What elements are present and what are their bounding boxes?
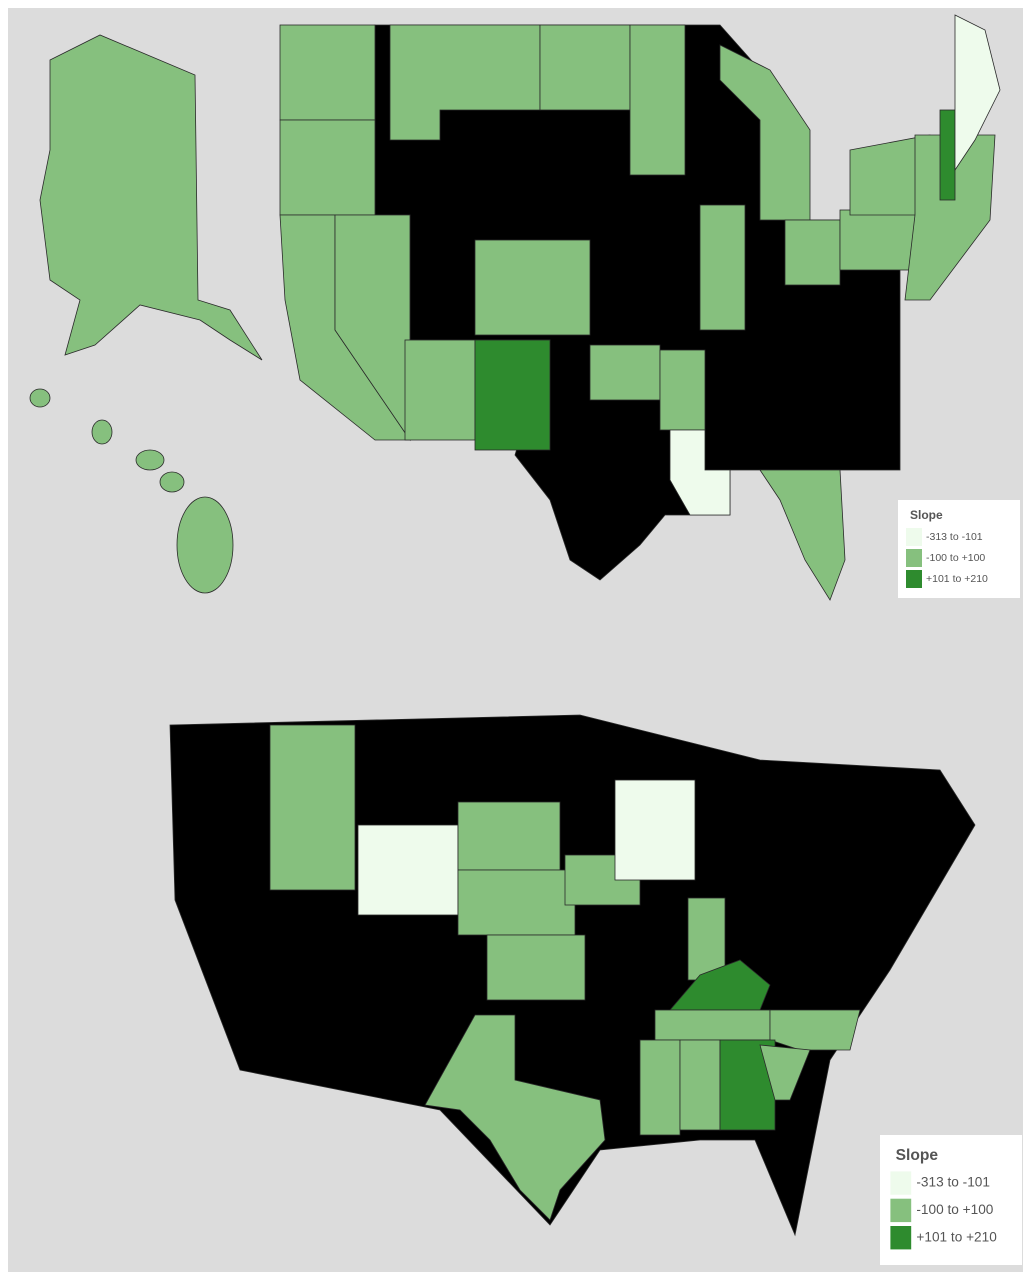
state (954, 14, 1001, 172)
state (539, 24, 631, 111)
hawaii-island (91, 419, 113, 445)
state (269, 724, 356, 891)
state (457, 801, 561, 871)
state (614, 779, 696, 881)
state (629, 24, 686, 176)
state (759, 1044, 811, 1101)
state (784, 219, 841, 286)
legend: Slope -313 to -101 -100 to +100 +101 to +21… (880, 1135, 1022, 1265)
hawaii-island (159, 471, 185, 493)
legend-label: -313 to -101 (926, 531, 983, 543)
map-bottom (169, 714, 976, 1237)
legend: Slope -313 to -101 -100 to +100 +101 to +21… (898, 500, 1020, 598)
state (669, 429, 731, 516)
state (904, 134, 996, 301)
legend-swatch (890, 1226, 912, 1250)
state (474, 239, 591, 336)
map-top (29, 14, 1001, 601)
legend-swatch (890, 1171, 912, 1195)
state (486, 934, 586, 1001)
state (404, 339, 476, 441)
alaska (39, 34, 263, 361)
legend-label: -313 to -101 (916, 1175, 990, 1190)
state (457, 869, 576, 936)
state (639, 1039, 681, 1136)
state (769, 1009, 861, 1051)
state (679, 1039, 721, 1131)
legend-swatch (906, 528, 922, 546)
legend-swatch (906, 570, 922, 588)
state (357, 824, 459, 916)
state (839, 209, 916, 271)
state (699, 204, 746, 331)
state (759, 469, 846, 601)
legend-swatch (906, 549, 922, 567)
legend-label: +101 to +210 (916, 1229, 997, 1244)
state (589, 344, 661, 401)
hawaii-island (135, 449, 165, 471)
state (279, 24, 376, 121)
legend-title: Slope (910, 508, 943, 522)
state (424, 1014, 606, 1221)
hawaii-island (176, 496, 234, 594)
legend-label: -100 to +100 (916, 1202, 993, 1217)
state (659, 349, 706, 431)
state (279, 119, 376, 216)
state (474, 339, 551, 451)
legend-title: Slope (896, 1147, 939, 1164)
state (654, 1009, 771, 1041)
legend-swatch (890, 1198, 912, 1223)
state (687, 897, 726, 981)
state (939, 109, 956, 201)
legend-label: +101 to +210 (926, 573, 988, 585)
hawaii-island (29, 388, 51, 408)
legend-label: -100 to +100 (926, 552, 985, 564)
